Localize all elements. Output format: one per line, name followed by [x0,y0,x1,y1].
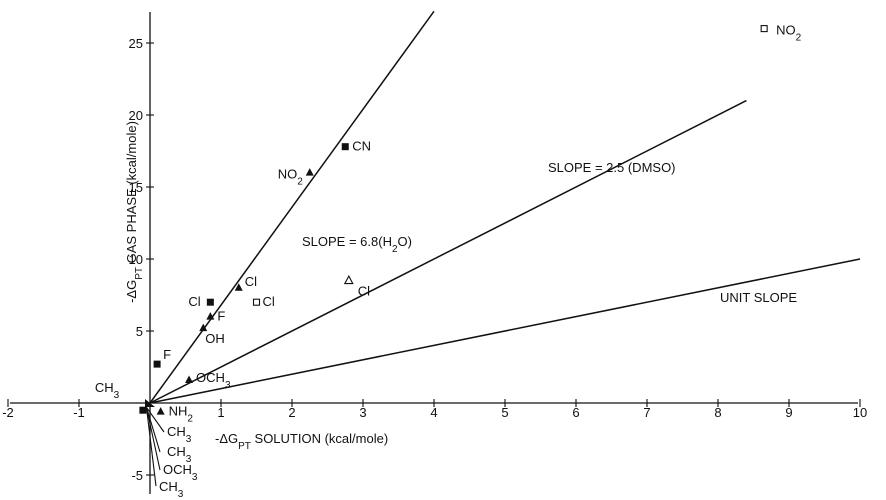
filled-square-point [139,406,147,414]
leader-line [145,407,161,471]
point-label: CN [352,139,371,154]
y-tick-label: -5 [131,468,143,483]
fit-line [149,10,435,404]
point-label: Cl [188,294,200,309]
x-tick-label: 1 [217,405,224,420]
fit-line [149,258,861,404]
filled-triangle-point [156,407,165,415]
point-label: NO2 [776,23,802,44]
point-label: CH3 [95,380,120,401]
fit-line [149,99,747,404]
filled-square-point [206,298,214,306]
cluster-annotation: CH3 [167,424,192,445]
fit-line-label: SLOPE = 2.5 (DMSO) [548,160,676,175]
y-tick-label: 5 [136,324,143,339]
x-tick-label: -2 [2,405,14,420]
filled-triangle-point [199,323,208,332]
open-square-point [252,298,261,306]
y-tick-label: 20 [129,108,143,123]
x-tick-label: 6 [572,405,579,420]
leader-line [145,407,157,487]
x-tick-label: -1 [73,405,85,420]
x-tick-label: 2 [288,405,295,420]
cluster-annotation: CH3 [159,479,184,500]
filled-triangle-point [305,168,314,176]
point-label: F [217,309,225,324]
x-tick-label: 4 [430,405,437,420]
filled-square-point [153,360,161,368]
cluster-annotation: CH3 [167,444,192,465]
open-square-point [760,25,768,33]
origin-cluster-mark [145,399,155,407]
point-label: F [163,347,171,362]
y-tick-label: 10 [129,252,143,267]
point-label: NO2 [278,167,304,188]
x-tick-label: 3 [359,405,366,420]
point-label: OH [205,331,225,346]
filled-square-point [341,143,349,151]
point-labels: NO2ClFOHOCH3NH2CNClFCH3NO2ClClCH3CH3OCH3… [95,23,802,500]
axes: -2 -1 1 2 3 4 5 6 7 8 9 10 -5 5 10 15 20 25 -ΔGPT SOLUTION… [2,12,867,494]
leader-line [145,407,161,453]
y-tick-label: 15 [129,180,143,195]
point-label: OCH3 [196,370,231,391]
point-label: Cl [358,284,370,299]
cluster-annotation: OCH3 [163,462,198,483]
x-tick-label: 5 [501,405,508,420]
fit-lines: SLOPE = 6.8(H2O) SLOPE = 2.5 (DMSO) UNIT S… [149,10,861,404]
x-tick-label: 10 [853,405,867,420]
y-axis-label: -ΔGPT GAS PHASE (kcal/mole) [124,121,145,303]
filled-triangle-point [185,375,194,383]
point-label: Cl [245,274,257,289]
x-tick-label: 8 [714,405,721,420]
fit-line-label: SLOPE = 6.8(H2O) [302,234,412,255]
point-label: NH2 [169,404,194,425]
filled-triangle-point [234,283,243,291]
leader-line [146,407,165,433]
x-axis-label: -ΔGPT SOLUTION (kcal/mole) [215,431,388,452]
y-tick-label: 25 [129,36,143,51]
fit-line-label: UNIT SLOPE [720,290,797,305]
x-tick-label: 7 [643,405,650,420]
leader-lines [145,407,165,487]
x-tick-label: 9 [785,405,792,420]
data-points [139,25,768,415]
point-label: Cl [263,294,275,309]
open-triangle-point [343,274,354,285]
filled-triangle-point [206,312,215,320]
